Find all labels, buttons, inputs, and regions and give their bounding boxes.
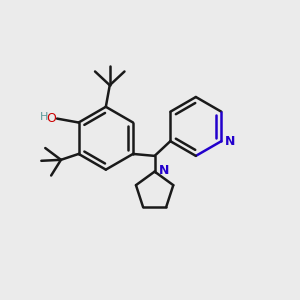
Text: N: N	[159, 164, 169, 177]
Text: H: H	[40, 112, 48, 122]
Text: O: O	[46, 112, 56, 125]
Text: N: N	[225, 135, 236, 148]
